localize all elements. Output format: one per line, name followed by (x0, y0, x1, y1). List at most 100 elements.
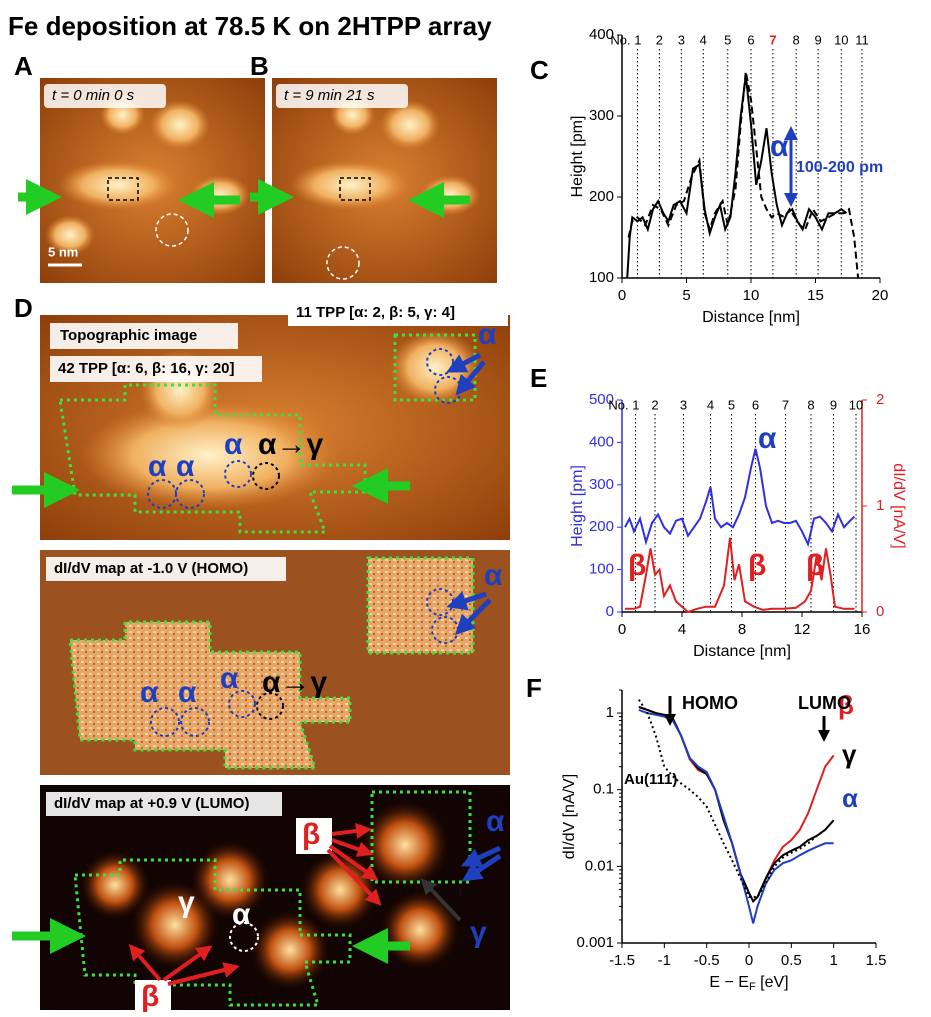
image-caption: dI/dV map at +0.9 V (LUMO) (54, 795, 249, 812)
x-tick-label: 5 (682, 287, 690, 304)
marker-label: 10 (849, 397, 863, 412)
x-tick-label: 15 (807, 287, 824, 304)
y2-tick-label: 1 (876, 497, 884, 514)
y2-tick-label: 0 (876, 603, 884, 620)
marker-label: 11 (855, 32, 869, 47)
marker-label: 7 (769, 32, 776, 47)
time-caption: t = 9 min 21 s (284, 87, 375, 104)
x-tick-label: 4 (678, 621, 686, 638)
page: { "title": "Fe deposition at 78.5 K on 2… (0, 0, 931, 1017)
marker-label: 5 (724, 32, 731, 47)
annotation: HOMO (682, 693, 738, 713)
series-line (639, 710, 834, 924)
series-line (639, 707, 834, 901)
alpha-label: α (140, 676, 159, 709)
time-caption: t = 0 min 0 s (52, 87, 135, 104)
x-axis-title-part: Distance [nm] (693, 643, 791, 660)
tpp-count: 11 TPP [α: 2, β: 5, γ: 4] (296, 304, 455, 321)
marker-label: 9 (814, 32, 821, 47)
marker-label: 5 (728, 397, 735, 412)
marker-label: 7 (782, 397, 789, 412)
y-tick-label: 0 (606, 603, 614, 620)
series-line (639, 707, 834, 901)
panel-label: B (250, 51, 269, 81)
arrow-head (784, 193, 798, 207)
marker-label: 3 (678, 32, 685, 47)
alpha-label: α (478, 318, 497, 351)
x-axis-title: Distance [nm] (702, 309, 800, 326)
y-tick-label: 300 (589, 107, 614, 124)
marker-label: 6 (747, 32, 754, 47)
annotation: 100-200 pm (796, 159, 883, 176)
series-label: γ (842, 739, 857, 769)
alpha-gamma-label: α→γ (258, 428, 323, 461)
x-tick-label: 8 (738, 621, 746, 638)
marker-label: No. 1 (610, 32, 641, 47)
x-tick-label: 0.5 (781, 952, 802, 969)
marker-label: 4 (700, 32, 707, 47)
arrow-head (818, 730, 830, 742)
marker-label: 2 (651, 397, 658, 412)
annotation: β (748, 549, 766, 582)
y2-axis-title: dI/dV [nA/V] (890, 463, 907, 548)
x-tick-label: 0 (618, 287, 626, 304)
beta-label: β (302, 818, 320, 851)
image-caption: Topographic image (60, 327, 197, 344)
y-tick-label: 200 (589, 518, 614, 535)
y-tick-label: 200 (589, 188, 614, 205)
y-tick-label: 100 (589, 269, 614, 286)
alpha-label: α (484, 559, 503, 592)
stm-image-a: t = 0 min 0 s 5 nm (18, 78, 265, 283)
alpha-label: α (178, 676, 197, 709)
x-tick-label: -0.5 (694, 952, 720, 969)
homo-map: dI/dV map at -1.0 V (HOMO) α α α α→γ α (40, 550, 510, 775)
alpha-label: α (486, 805, 505, 838)
alpha-gamma-label: α→γ (262, 666, 327, 699)
x-axis-title-part: E − E (709, 974, 749, 991)
alpha-label: α (224, 428, 243, 461)
y-tick-label: 300 (589, 476, 614, 493)
series-line (639, 700, 825, 897)
x-tick-label: 10 (743, 287, 760, 304)
annotation: α (758, 422, 777, 455)
x-tick-label: 16 (854, 621, 871, 638)
x-tick-label: 0 (745, 952, 753, 969)
x-axis-title: E − EF [eV] (709, 974, 788, 993)
panel-label: F (526, 673, 542, 703)
x-tick-label: 1 (829, 952, 837, 969)
figure: Fe deposition at 78.5 K on 2HTPP array A… (0, 0, 931, 1017)
x-axis-title: Distance [nm] (693, 643, 791, 660)
marker-label: No. 1 (608, 397, 639, 412)
y-tick-label: 1 (606, 704, 614, 721)
alpha-label: α (176, 450, 195, 483)
panel-label: E (530, 363, 547, 393)
y-axis-title: Height [pm] (569, 116, 586, 198)
series-line (625, 449, 855, 544)
lumo-map: dI/dV map at +0.9 V (LUMO) γ α β β (12, 785, 510, 1014)
y-tick-label: 0.01 (585, 857, 614, 874)
beta-label: β (141, 980, 159, 1013)
y-axis-title: dI/dV [nA/V] (561, 774, 578, 859)
annotation: α (770, 130, 789, 163)
y-tick-label: 0.1 (593, 781, 614, 798)
x-tick-label: 1.5 (866, 952, 887, 969)
annotation: β (628, 549, 646, 582)
annotation: LUMO (798, 693, 851, 713)
x-axis-title-part: Distance [nm] (702, 309, 800, 326)
marker-label: 10 (834, 32, 848, 47)
y-tick-label: 400 (589, 433, 614, 450)
marker-label: 8 (807, 397, 814, 412)
series-label: α (842, 783, 858, 813)
x-tick-label: -1 (658, 952, 671, 969)
topographic-image: Topographic image 11 TPP [α: 2, β: 5, γ:… (12, 300, 510, 540)
marker-label: 4 (707, 397, 714, 412)
y2-tick-label: 2 (876, 391, 884, 408)
alpha-label: α (232, 898, 251, 931)
alpha-label: α (148, 450, 167, 483)
marker-label: 9 (830, 397, 837, 412)
gamma-label: γ (178, 886, 195, 919)
panel-label: D (14, 293, 33, 323)
